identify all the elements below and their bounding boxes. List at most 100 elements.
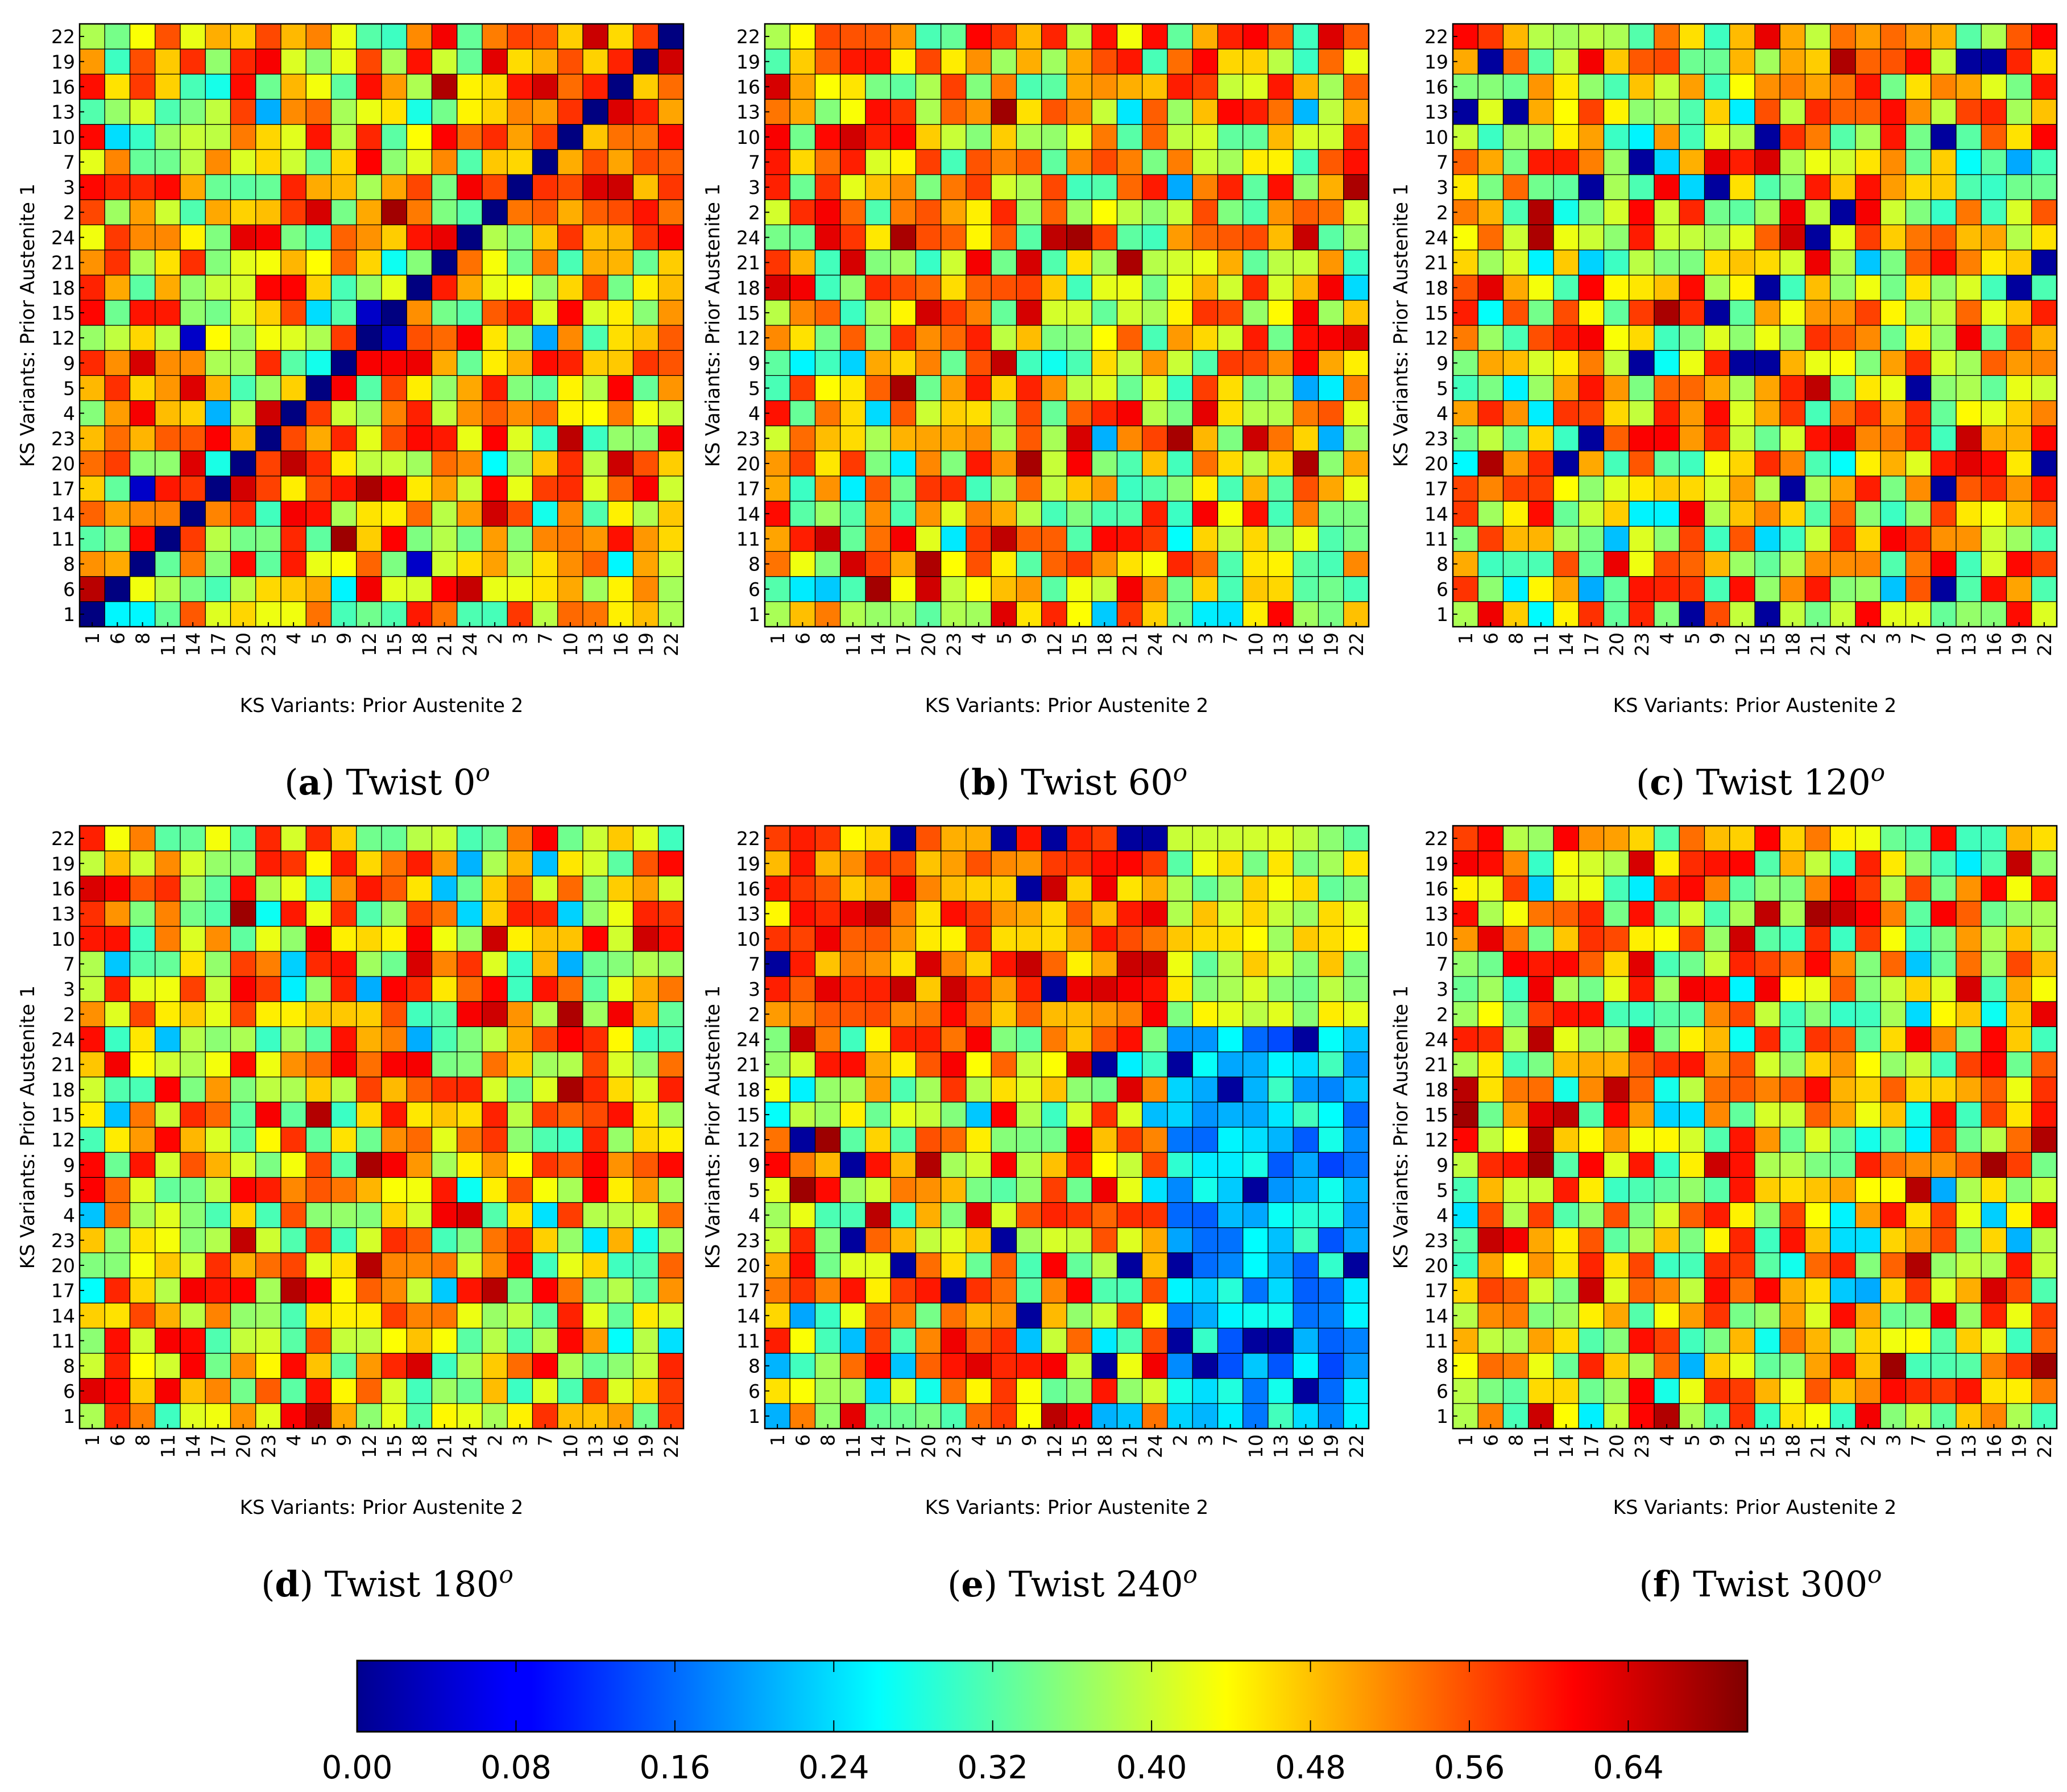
heatmap-cell	[1477, 23, 1504, 49]
heatmap-cell	[129, 1051, 156, 1078]
heatmap-cell	[1066, 450, 1092, 477]
heatmap-cell	[457, 1327, 483, 1354]
heatmap-cell	[1192, 350, 1219, 376]
heatmap-cell	[1293, 400, 1319, 427]
heatmap-cell	[356, 375, 382, 402]
y-tick-label: 2	[748, 201, 760, 224]
heatmap-cell	[255, 1177, 281, 1203]
heatmap-cell	[356, 1177, 382, 1203]
heatmap-cell	[1905, 1077, 1932, 1103]
heatmap-cell	[865, 1102, 891, 1128]
heatmap-cell	[507, 199, 533, 225]
heatmap-cell	[104, 926, 131, 952]
y-tick-label: 17	[51, 478, 75, 500]
heatmap-cell	[129, 1127, 156, 1153]
heatmap-cell	[1830, 551, 1856, 577]
heatmap-cell	[966, 1202, 992, 1228]
heatmap-cell	[1804, 300, 1831, 326]
heatmap-cell	[1217, 224, 1244, 251]
heatmap-cell	[1142, 98, 1168, 125]
heatmap-cell	[1603, 98, 1630, 125]
y-tick-label: 20	[736, 453, 760, 475]
heatmap-cell	[814, 1001, 841, 1027]
heatmap-cell	[280, 926, 306, 952]
heatmap-cell	[1629, 23, 1655, 49]
heatmap-cell	[1729, 174, 1755, 200]
y-axis-label: KS Variants: Prior Austenite 1	[702, 986, 724, 1269]
heatmap-cell	[406, 1277, 433, 1303]
heatmap-cell	[1654, 850, 1680, 876]
heatmap-cell	[1343, 1026, 1369, 1053]
heatmap-cell	[1116, 1227, 1143, 1253]
heatmap-cell	[155, 149, 181, 175]
heatmap-cell	[1603, 900, 1630, 927]
heatmap-cell	[129, 1352, 156, 1379]
heatmap-cell	[255, 926, 281, 952]
heatmap-cell	[457, 576, 483, 602]
heatmap-cell	[356, 23, 382, 49]
heatmap-cell	[1880, 450, 1907, 477]
x-tick-label: 18	[1093, 632, 1116, 656]
heatmap-cell	[1754, 1026, 1780, 1053]
heatmap-cell	[1041, 1001, 1067, 1027]
heatmap-cell	[814, 1202, 841, 1228]
heatmap-cell	[1931, 1277, 1957, 1303]
heatmap-cell	[457, 199, 483, 225]
heatmap-cell	[1729, 951, 1755, 977]
heatmap-cell	[658, 400, 684, 427]
heatmap-cell	[381, 551, 407, 577]
heatmap-cell	[1242, 149, 1269, 175]
heatmap-cell	[1318, 1026, 1344, 1053]
heatmap-cell	[1754, 450, 1780, 477]
heatmap-cell	[1116, 1102, 1143, 1128]
y-tick-label: 10	[51, 126, 75, 148]
heatmap-cell	[1267, 900, 1294, 927]
heatmap-cell	[1217, 1352, 1244, 1379]
heatmap-cell	[840, 1302, 866, 1329]
y-tick-label: 1	[63, 603, 75, 626]
heatmap-cell	[482, 124, 508, 150]
heatmap-cell	[915, 1152, 942, 1178]
heatmap-cell	[1267, 249, 1294, 276]
heatmap-cell	[330, 1227, 357, 1253]
x-tick-label: 3	[1194, 632, 1216, 644]
heatmap-cell	[1603, 1302, 1630, 1329]
heatmap-cell	[1729, 1277, 1755, 1303]
heatmap-cell	[1981, 375, 2007, 402]
heatmap-cell	[1779, 551, 1806, 577]
heatmap-cell	[941, 275, 967, 301]
x-tick-label: 24	[1832, 1434, 1854, 1458]
heatmap-cell	[2031, 1127, 2057, 1153]
heatmap-cell	[658, 1252, 684, 1278]
heatmap-cell	[205, 23, 231, 49]
heatmap-cell	[129, 1327, 156, 1354]
plot-frame	[764, 23, 1370, 628]
heatmap-cell	[941, 1026, 967, 1053]
heatmap-cell	[1603, 525, 1630, 552]
heatmap-cell	[155, 1077, 181, 1103]
heatmap-cell	[155, 525, 181, 552]
heatmap-cell	[1679, 1152, 1705, 1178]
heatmap-cell	[1192, 23, 1219, 49]
heatmap-cell	[1603, 1001, 1630, 1027]
y-tick-label: 8	[63, 1355, 75, 1377]
heatmap-cell	[1528, 1026, 1554, 1053]
heatmap-cell	[1016, 375, 1042, 402]
y-tick-label: 24	[1424, 226, 1448, 249]
heatmap-cell	[305, 1302, 332, 1329]
heatmap-cell	[1779, 875, 1806, 902]
heatmap-cell	[1855, 375, 1881, 402]
heatmap-cell	[658, 1127, 684, 1153]
x-tick-label: 16	[610, 1434, 632, 1458]
heatmap-cell	[180, 1227, 206, 1253]
heatmap-cell	[1343, 124, 1369, 150]
caption-degree-sup: o	[1183, 1561, 1198, 1588]
heatmap-cell	[1905, 1152, 1932, 1178]
heatmap-cell	[1318, 1102, 1344, 1128]
heatmap-cell	[789, 350, 816, 376]
heatmap-cell	[789, 475, 816, 502]
heatmap-cell	[1293, 951, 1319, 977]
heatmap-cell	[1779, 900, 1806, 927]
heatmap-cell	[557, 400, 583, 427]
heatmap-cell	[607, 224, 634, 251]
